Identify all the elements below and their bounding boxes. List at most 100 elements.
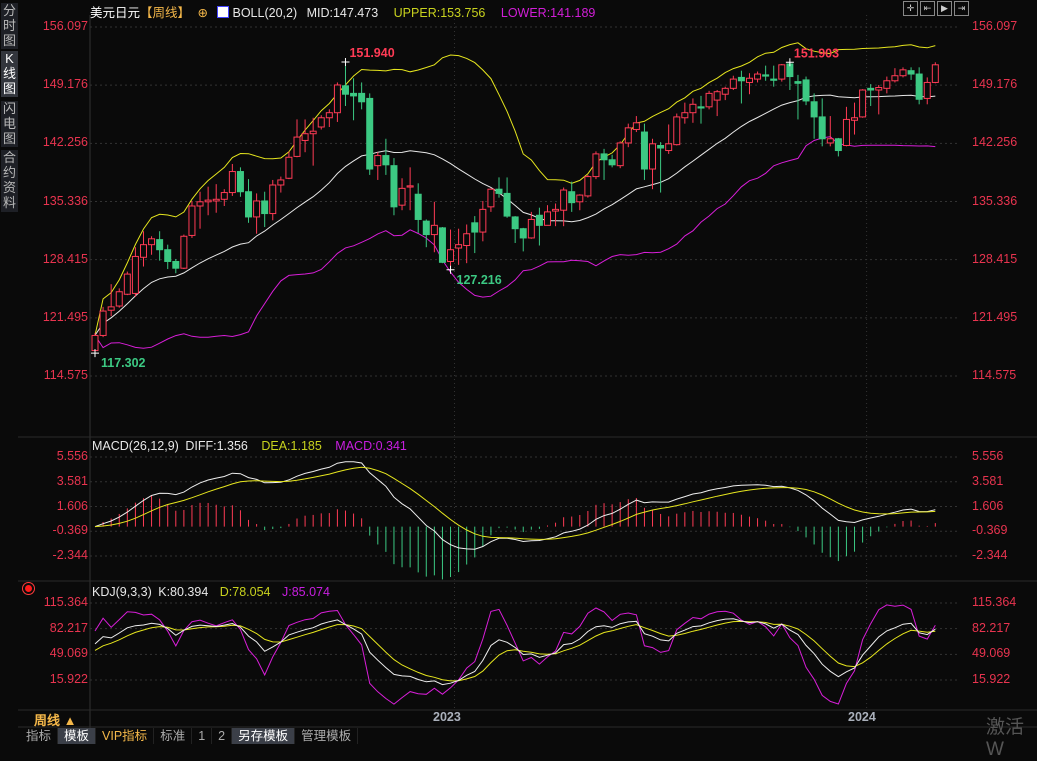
- candle-down: [762, 74, 770, 77]
- period-tag: 【周线】: [140, 6, 191, 20]
- candle-up: [665, 143, 673, 152]
- candle-down: [495, 188, 503, 194]
- macd-y-tick-left: 5.556: [56, 449, 88, 463]
- candle-down: [261, 200, 269, 215]
- candle-up: [398, 187, 406, 206]
- boll-lower: LOWER:141.189: [500, 6, 596, 20]
- candle-down: [366, 97, 374, 170]
- candle-up: [552, 208, 560, 212]
- price-y-tick-left: 128.415: [42, 251, 88, 266]
- kdj-y-tick-right: 49.069: [972, 646, 1011, 661]
- low-marker: [446, 265, 455, 274]
- candle-up: [374, 155, 382, 167]
- candle-up: [778, 64, 786, 80]
- candle-up: [325, 112, 333, 119]
- tab-contract-info[interactable]: 合约资料: [1, 150, 18, 212]
- price-y-tick-left: 114.575: [43, 368, 88, 382]
- high-marker: [341, 57, 350, 66]
- candle-up: [447, 249, 455, 262]
- bottom-tab-bar: 指标 模板 VIP指标 标准 1 2 另存模板 管理模板: [20, 728, 359, 744]
- candle-down: [341, 85, 349, 95]
- candle-up: [293, 136, 301, 157]
- candle-down: [535, 214, 543, 226]
- candle-up: [851, 117, 859, 121]
- candle-down: [818, 116, 826, 140]
- kdj-j-line: [94, 604, 936, 705]
- candle-down: [438, 227, 446, 263]
- boll-upper-line: [94, 42, 936, 336]
- period-selector[interactable]: 周线 ▲: [34, 713, 77, 728]
- candle-up: [204, 199, 212, 203]
- macd-y-tick-left: 3.581: [56, 473, 88, 488]
- zoom-left-icon[interactable]: ⇤: [920, 1, 935, 16]
- indicator-chart-icon[interactable]: [217, 6, 230, 18]
- kdj-y-tick-left: 82.217: [49, 620, 88, 635]
- kdj-settings-icon[interactable]: [25, 585, 32, 592]
- tab-save-template[interactable]: 另存模板: [232, 728, 296, 744]
- candle-up: [139, 244, 147, 258]
- chart-canvas[interactable]: 117.302 151.940 127.216 151.903: [0, 0, 1037, 744]
- candle-up: [689, 103, 697, 114]
- candle-down: [697, 106, 705, 109]
- crosshair-toggle-icon[interactable]: ⊕: [197, 6, 208, 20]
- candle-up: [632, 122, 640, 131]
- candle-down: [382, 155, 390, 166]
- tab-manage-templates[interactable]: 管理模板: [295, 728, 359, 744]
- zoom-right-icon[interactable]: ▶: [937, 1, 952, 16]
- tab-standard[interactable]: 标准: [154, 728, 193, 744]
- kdj-k-line: [94, 618, 936, 686]
- tab-2[interactable]: 2: [212, 728, 233, 744]
- candle-up: [91, 334, 99, 352]
- chart-toolbar: ✛ ⇤ ▶ ⇥: [903, 1, 969, 16]
- tab-flash-chart[interactable]: 闪电图: [1, 101, 18, 147]
- price-y-tick-left: 135.336: [42, 193, 88, 208]
- candle-up: [649, 143, 657, 170]
- kdj-y-tick-left: 115.364: [43, 595, 88, 609]
- move-right-icon[interactable]: ⇥: [954, 1, 969, 16]
- candle-down: [737, 76, 745, 82]
- tab-kline[interactable]: K线图: [1, 51, 18, 97]
- macd-y-tick-right: 1.606: [972, 498, 1004, 513]
- candle-down: [802, 79, 810, 102]
- x-tick-2024: 2024: [848, 710, 876, 724]
- low-price-label: 117.302: [101, 356, 146, 370]
- candle-up: [681, 112, 689, 119]
- crosshair-icon[interactable]: ✛: [903, 1, 918, 16]
- macd-dea: DEA:1.185: [261, 439, 322, 453]
- candle-up: [309, 130, 317, 135]
- high-marker: [785, 58, 794, 67]
- candle-down: [390, 165, 398, 208]
- candle-up: [220, 192, 228, 200]
- candle-up: [228, 171, 236, 194]
- macd-y-tick-right: -2.344: [972, 548, 1008, 562]
- tab-vip-indicators[interactable]: VIP指标: [96, 728, 155, 744]
- candle-up: [576, 194, 584, 203]
- macd-y-tick-right: 3.581: [972, 473, 1004, 488]
- price-y-tick-right: 142.256: [972, 135, 1018, 150]
- candle-up: [923, 81, 931, 99]
- candle-up: [584, 176, 592, 197]
- candle-up: [301, 133, 309, 141]
- price-y-tick-left: 142.256: [42, 135, 88, 150]
- tab-templates[interactable]: 模板: [58, 728, 97, 744]
- candle-up: [212, 198, 220, 202]
- candle-down: [608, 159, 616, 166]
- kdj-d: D:78.054: [219, 585, 271, 599]
- boll-name: BOLL(20,2): [232, 6, 298, 20]
- tab-1[interactable]: 1: [192, 728, 213, 744]
- candle-up: [713, 91, 721, 101]
- high-price-label: 151.903: [794, 46, 839, 60]
- candle-down: [834, 138, 842, 152]
- candle-up: [115, 291, 123, 307]
- candle-down: [164, 249, 172, 262]
- low-price-label: 127.216: [457, 273, 502, 287]
- candle-up: [99, 310, 107, 336]
- candle-up: [148, 238, 156, 246]
- candle-up: [180, 235, 188, 269]
- tab-indicators[interactable]: 指标: [20, 728, 59, 744]
- candle-up: [455, 244, 463, 249]
- price-y-tick-right: 135.336: [972, 193, 1018, 208]
- tab-timeshare[interactable]: 分时图: [1, 3, 18, 49]
- candle-up: [859, 89, 867, 118]
- high-price-label: 151.940: [349, 46, 394, 60]
